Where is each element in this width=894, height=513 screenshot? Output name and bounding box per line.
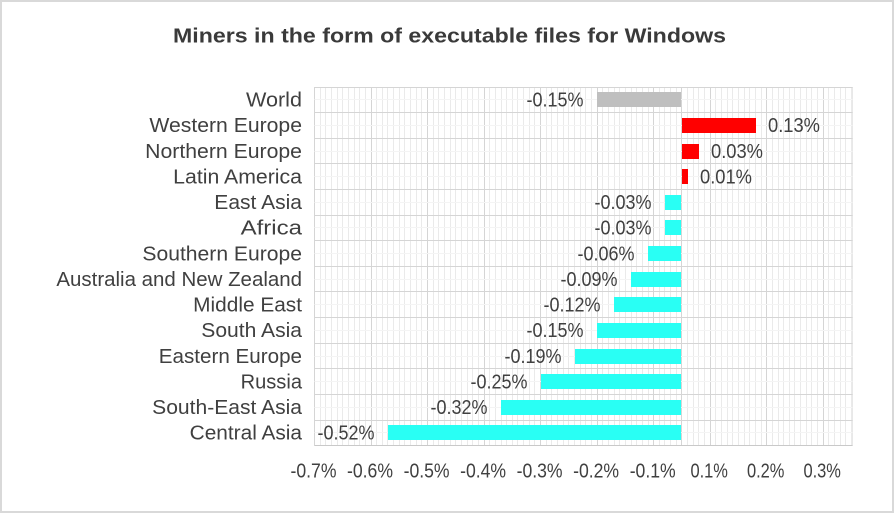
svg-text:-0.7%: -0.7% [291, 460, 337, 482]
svg-text:Russia: Russia [241, 371, 303, 393]
svg-text:-0.15%: -0.15% [527, 90, 584, 112]
svg-text:Middle East: Middle East [193, 295, 302, 317]
svg-text:0.01%: 0.01% [700, 167, 752, 189]
svg-text:0.3%: 0.3% [803, 460, 841, 482]
svg-text:-0.15%: -0.15% [527, 320, 584, 342]
svg-text:Africa: Africa [241, 218, 303, 240]
svg-text:-0.32%: -0.32% [431, 397, 488, 419]
svg-text:-0.03%: -0.03% [595, 192, 652, 214]
svg-text:-0.2%: -0.2% [573, 460, 619, 482]
svg-text:-0.06%: -0.06% [578, 243, 635, 265]
svg-text:-0.3%: -0.3% [517, 460, 563, 482]
svg-text:South-East Asia: South-East Asia [152, 397, 303, 419]
svg-text:Eastern Europe: Eastern Europe [159, 346, 302, 368]
svg-text:-0.1%: -0.1% [630, 460, 676, 482]
svg-text:Australia and New Zealand: Australia and New Zealand [56, 269, 302, 291]
svg-text:South Asia: South Asia [201, 320, 303, 342]
svg-text:-0.03%: -0.03% [595, 218, 652, 240]
svg-text:-0.19%: -0.19% [505, 346, 562, 368]
svg-text:East Asia: East Asia [214, 192, 303, 214]
svg-text:-0.4%: -0.4% [460, 460, 506, 482]
svg-text:-0.5%: -0.5% [404, 460, 450, 482]
svg-text:-0.09%: -0.09% [561, 269, 618, 291]
svg-text:Central Asia: Central Asia [190, 423, 303, 445]
svg-text:-0.12%: -0.12% [544, 295, 601, 317]
svg-text:Miners in the form of executab: Miners in the form of executable files f… [173, 26, 726, 48]
svg-text:World: World [246, 90, 302, 112]
svg-text:Northern Europe: Northern Europe [145, 141, 302, 163]
svg-text:-0.6%: -0.6% [347, 460, 393, 482]
svg-text:-0.25%: -0.25% [471, 371, 528, 393]
svg-text:Latin America: Latin America [173, 167, 303, 189]
svg-text:-0.52%: -0.52% [318, 423, 375, 445]
svg-text:0.2%: 0.2% [747, 460, 785, 482]
svg-text:0.13%: 0.13% [768, 115, 820, 137]
svg-text:0.03%: 0.03% [711, 141, 763, 163]
svg-text:Southern Europe: Southern Europe [142, 243, 302, 265]
svg-text:0.1%: 0.1% [690, 460, 728, 482]
svg-text:Western Europe: Western Europe [149, 115, 302, 137]
